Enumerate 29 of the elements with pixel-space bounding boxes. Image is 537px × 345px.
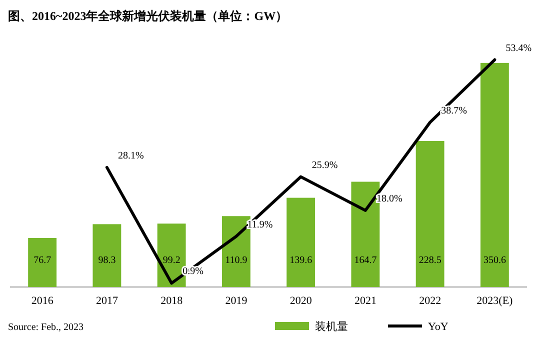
data-label: 164.7 [354,255,377,266]
data-label: 28.1% [118,150,144,162]
data-label: 76.7 [34,255,52,266]
data-label: 38.7% [441,105,467,116]
data-label: 53.4% [506,42,532,54]
legend-label: 装机量 [315,320,348,333]
x-tick-label: 2017 [96,295,118,307]
bar [28,238,57,287]
data-label: 98.3 [98,255,116,266]
data-label: 350.6 [483,255,506,266]
x-tick-label: 2020 [290,295,312,307]
data-label: 99.2 [162,255,180,266]
bar [416,140,444,287]
legend-label: YoY [428,321,448,333]
data-label: 228.5 [418,255,442,266]
x-tick-label: 2022 [419,295,442,307]
bar [92,224,122,287]
x-tick-label: 2016 [31,295,54,307]
source-note: Source: Feb., 2023 [8,322,84,333]
x-tick-label: 2019 [225,295,248,307]
x-tick-label: 2018 [160,295,184,307]
data-label: 110.9 [225,255,248,266]
data-label: 139.6 [290,255,312,266]
bar [480,62,509,287]
bar [286,198,316,287]
x-tick-label: 2023(E) [476,295,514,307]
x-tick-label: 2021 [354,295,376,307]
data-label: 25.9% [312,160,338,171]
chart-title: 图、2016~2023年全球新增光伏装机量（单位：GW） [8,9,288,23]
